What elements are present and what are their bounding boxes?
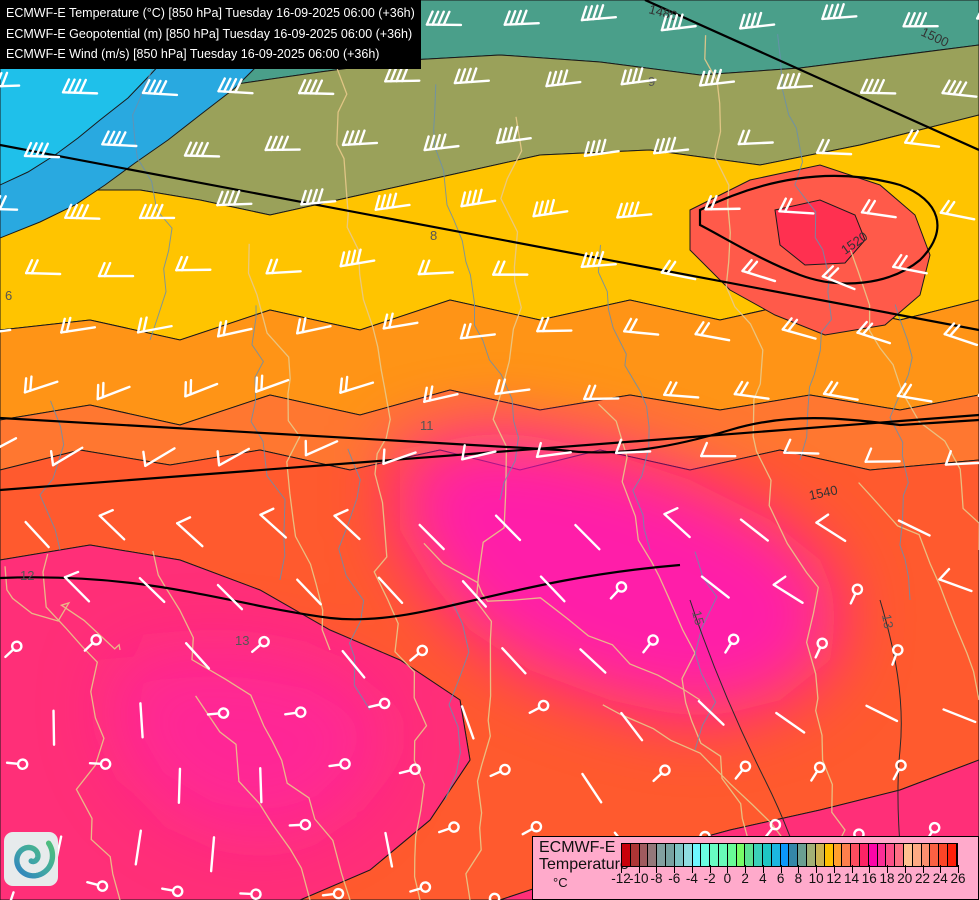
svg-text:8: 8 (430, 228, 437, 243)
svg-text:12: 12 (20, 568, 34, 583)
svg-text:6: 6 (5, 288, 12, 303)
svg-text:13: 13 (879, 613, 896, 630)
svg-text:13: 13 (235, 633, 249, 648)
svg-text:11: 11 (420, 418, 434, 433)
